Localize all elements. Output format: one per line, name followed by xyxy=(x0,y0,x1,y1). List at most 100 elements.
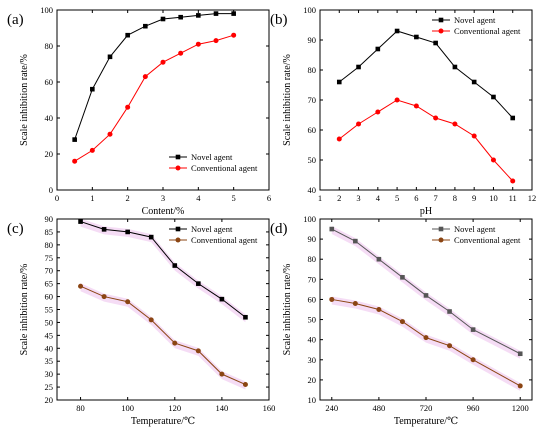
series-line-1 xyxy=(331,228,521,355)
band-segment xyxy=(355,300,379,315)
data-point-circle xyxy=(148,317,154,323)
y-tick-label: 60 xyxy=(308,125,317,135)
legend-label: Novel agent xyxy=(454,15,496,25)
legend-label: Conventional agent xyxy=(191,163,258,173)
y-axis-label: Scale inhibition rate/% xyxy=(282,264,293,356)
series-line-1 xyxy=(338,30,514,119)
data-point-circle xyxy=(399,319,405,325)
data-point-circle xyxy=(423,335,429,341)
band-segment xyxy=(426,334,450,351)
x-tick-label: 140 xyxy=(216,403,229,413)
panel-label: (a) xyxy=(7,12,24,28)
data-point-square xyxy=(160,16,166,22)
data-point-circle xyxy=(242,381,248,387)
data-point-square xyxy=(423,293,429,298)
band-segment xyxy=(127,228,152,243)
band-segment xyxy=(402,318,426,343)
band-segment xyxy=(331,296,356,309)
x-tick-label: 3 xyxy=(356,193,360,203)
y-tick-label: 0 xyxy=(49,185,53,195)
band-segment xyxy=(331,226,356,247)
data-point-circle xyxy=(195,348,201,354)
band-segment xyxy=(151,316,175,349)
chart-panel-3: 20 25 30 35 40 45 50 55 60 65 70 75 80 85 90 80 100 120 14… xyxy=(7,214,275,427)
data-point-square xyxy=(72,137,77,142)
y-tick-label: 70 xyxy=(308,274,317,284)
data-point-square xyxy=(231,11,236,16)
y-tick-label: 80 xyxy=(45,240,54,250)
data-point-square xyxy=(356,64,361,70)
data-point-square xyxy=(125,32,130,38)
y-axis-label: Scale inhibition rate/% xyxy=(19,54,30,146)
data-point-square xyxy=(329,226,335,232)
x-tick-label: 0 xyxy=(55,193,59,203)
data-point-square xyxy=(353,238,358,244)
data-point-circle xyxy=(329,296,335,302)
band-segment xyxy=(198,347,222,380)
data-point-square xyxy=(336,79,342,85)
data-point-circle xyxy=(195,41,201,47)
x-tick-label: 120 xyxy=(168,403,181,413)
band-segment xyxy=(151,234,175,271)
data-point-circle xyxy=(142,74,148,80)
x-axis-label: Temperature/℃ xyxy=(394,416,458,427)
data-point-circle xyxy=(471,133,477,139)
data-point-circle xyxy=(413,103,419,109)
y-tick-label: 40 xyxy=(308,335,317,345)
data-point-square xyxy=(470,327,476,332)
x-axis-label: Content/% xyxy=(142,206,185,217)
y-tick-label: 100 xyxy=(303,214,316,224)
legend-marker-square xyxy=(438,226,444,232)
band-segment xyxy=(198,280,222,305)
data-point-square xyxy=(471,79,477,85)
x-tick-label: 8 xyxy=(453,193,457,203)
legend-label: Conventional agent xyxy=(191,235,258,245)
data-point-circle xyxy=(231,32,237,38)
series-line-2 xyxy=(80,285,246,385)
x-tick-label: 720 xyxy=(420,403,433,413)
x-tick-label: 240 xyxy=(325,403,338,413)
data-point-square xyxy=(213,11,219,16)
y-tick-label: 20 xyxy=(45,395,54,405)
data-point-square xyxy=(400,275,405,280)
x-tick-label: 100 xyxy=(121,403,134,413)
band-segment xyxy=(104,226,128,237)
data-point-circle xyxy=(490,157,496,163)
legend-label: Novel agent xyxy=(454,224,496,234)
series-line-2 xyxy=(338,99,514,182)
data-point-square xyxy=(517,351,523,357)
y-tick-label: 85 xyxy=(45,227,54,237)
band-segment xyxy=(80,283,105,302)
y-tick-label: 45 xyxy=(45,330,54,340)
data-point-circle xyxy=(447,343,453,349)
y-tick-label: 50 xyxy=(45,317,54,327)
series-line-2 xyxy=(74,34,234,162)
data-point-square xyxy=(447,309,452,314)
chart-panel-1: 0 20 40 60 80 100 0 1 2 3 4 5 6 Content/% Scale inhibi… xyxy=(7,5,271,217)
x-tick-label: 9 xyxy=(472,193,476,203)
band-segment xyxy=(127,298,152,325)
y-tick-label: 70 xyxy=(308,95,317,105)
x-tick-label: 480 xyxy=(373,403,386,413)
band-segment xyxy=(80,218,105,235)
legend-marker-circle xyxy=(175,237,181,243)
band-segment xyxy=(221,296,246,323)
band-segment xyxy=(174,340,199,356)
data-point-square xyxy=(172,263,178,268)
y-tick-label: 25 xyxy=(45,382,54,392)
y-tick-label: 40 xyxy=(308,185,317,195)
data-point-circle xyxy=(219,371,225,377)
x-tick-label: 7 xyxy=(434,193,438,203)
data-point-square xyxy=(148,234,154,240)
x-tick-label: 1 xyxy=(90,193,94,203)
x-tick-label: 6 xyxy=(267,193,271,203)
data-point-square xyxy=(243,314,248,320)
legend-label: Conventional agent xyxy=(454,26,521,36)
data-point-square xyxy=(452,64,458,70)
data-point-square xyxy=(196,13,201,18)
band-segment xyxy=(402,274,426,301)
data-point-circle xyxy=(101,294,107,300)
legend-marker-circle xyxy=(438,237,444,243)
